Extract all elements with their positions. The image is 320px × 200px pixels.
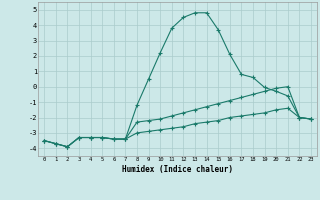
X-axis label: Humidex (Indice chaleur): Humidex (Indice chaleur) — [122, 165, 233, 174]
